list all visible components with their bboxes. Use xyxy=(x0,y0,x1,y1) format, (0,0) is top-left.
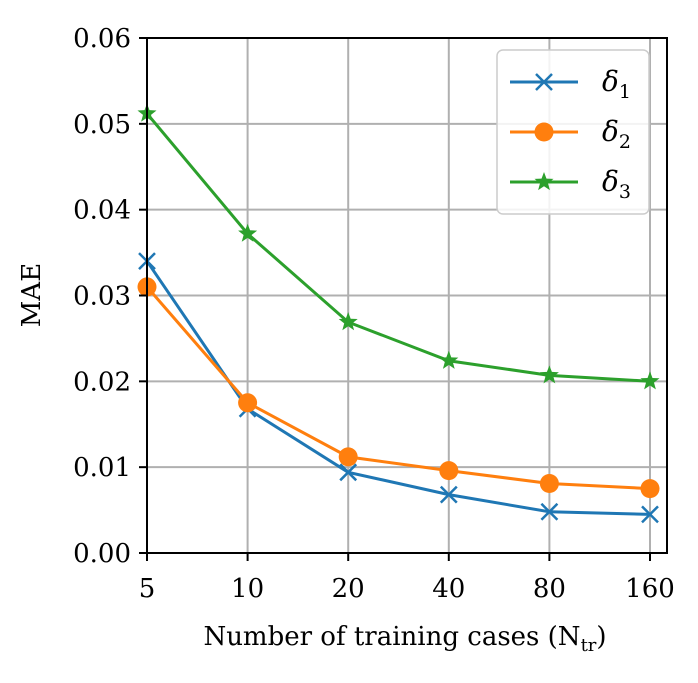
legend-label-subscript: 2 xyxy=(619,131,631,153)
x-tick-label: 160 xyxy=(625,574,675,604)
y-tick-label: 0.03 xyxy=(73,282,131,312)
legend-label: δ3 xyxy=(602,165,631,203)
legend-marker xyxy=(535,73,553,91)
x-axis-title-main: Number of training cases (N xyxy=(203,622,580,652)
x-axis-title-subscript: tr xyxy=(581,635,597,656)
legend-label: δ2 xyxy=(602,115,631,153)
x-axis-title-close: ) xyxy=(596,622,606,652)
x-tick-label: 20 xyxy=(332,574,365,604)
axis-ticks: 5 10 20 40 80 160 0.00 0.01 0.02 0.03 0.04 0.05 0.06 xyxy=(73,24,675,604)
data-point xyxy=(338,312,358,331)
series-line xyxy=(145,285,651,491)
legend-label-symbol: δ xyxy=(602,165,619,198)
data-point xyxy=(439,350,459,369)
legend-marker xyxy=(534,172,554,191)
legend-marker xyxy=(534,122,554,142)
legend-label: δ1 xyxy=(602,65,631,103)
y-tick-label: 0.00 xyxy=(73,539,131,569)
x-tick-label: 80 xyxy=(533,574,566,604)
series-layer xyxy=(137,103,660,524)
data-point xyxy=(641,505,659,524)
data-point xyxy=(539,473,559,493)
legend-entry-delta-2: δ2 xyxy=(510,115,631,153)
data-point xyxy=(539,365,559,384)
data-point xyxy=(339,463,358,482)
data-point xyxy=(640,479,660,499)
data-point xyxy=(439,461,459,481)
y-tick-label: 0.04 xyxy=(73,196,131,226)
y-tick-label: 0.01 xyxy=(73,453,131,483)
series-line xyxy=(145,112,651,383)
x-tick-label: 40 xyxy=(432,574,465,604)
y-tick-label: 0.02 xyxy=(73,367,131,397)
legend-label-subscript: 3 xyxy=(619,181,631,203)
data-point xyxy=(540,502,559,521)
legend-label-symbol: δ xyxy=(602,115,619,148)
legend-entry-delta-3: δ3 xyxy=(510,165,631,203)
x-axis-title: Number of training cases (Ntr) xyxy=(203,622,606,656)
y-axis-title: MAE xyxy=(17,263,47,327)
y-tick-label: 0.05 xyxy=(73,110,131,140)
x-tick-label: 5 xyxy=(139,574,156,604)
y-tick-label: 0.06 xyxy=(73,24,131,54)
data-point xyxy=(640,371,660,390)
data-point xyxy=(338,447,358,467)
legend-entry-delta-1: δ1 xyxy=(510,65,631,103)
data-point xyxy=(238,393,258,413)
x-tick-label: 10 xyxy=(231,574,264,604)
data-point xyxy=(439,485,458,504)
legend-label-symbol: δ xyxy=(602,65,619,98)
legend-label-subscript: 1 xyxy=(619,81,631,103)
data-point xyxy=(238,223,258,242)
